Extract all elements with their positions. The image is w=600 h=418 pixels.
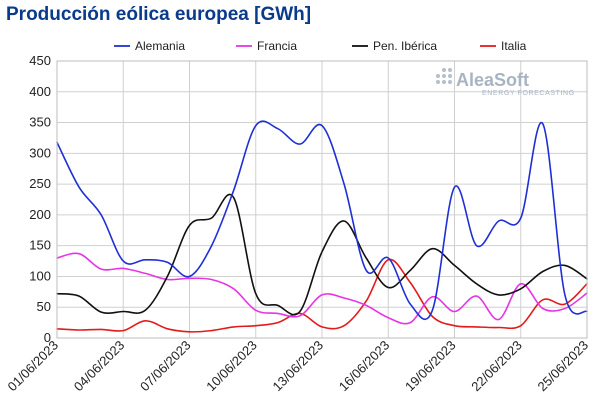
x-tick-label: 22/06/2023 bbox=[468, 338, 525, 395]
y-tick-label: 50 bbox=[37, 299, 51, 314]
series-line-alemania bbox=[56, 120, 588, 321]
x-tick-label: 19/06/2023 bbox=[402, 338, 459, 395]
legend-item-francia: Francia bbox=[236, 39, 297, 53]
logo-name: AleaSoft bbox=[456, 70, 529, 90]
chart-title: Producción eólica europea [GWh] bbox=[6, 4, 312, 25]
legend-label: Francia bbox=[257, 39, 297, 53]
x-tick-label: 04/06/2023 bbox=[71, 338, 128, 395]
axes: 0 50 100 150 200 250 300 350 400 450 01/06/2023 04/… bbox=[4, 53, 591, 394]
series-line-pen-ib-rica bbox=[56, 193, 588, 316]
x-tick-label: 07/06/2023 bbox=[137, 338, 194, 395]
y-tick-label: 300 bbox=[29, 145, 51, 160]
plot-area-border bbox=[56, 60, 588, 339]
x-tick-label: 13/06/2023 bbox=[269, 338, 326, 395]
y-tick-label: 0 bbox=[44, 330, 51, 345]
legend-label: Pen. Ibérica bbox=[373, 39, 437, 53]
series-line-francia bbox=[56, 252, 588, 325]
logo-tagline: ENERGY FORECASTING bbox=[482, 90, 575, 97]
y-tick-label: 400 bbox=[29, 84, 51, 99]
aleasoft-logo-icon bbox=[436, 68, 452, 84]
legend-item-pen-ib-rica: Pen. Ibérica bbox=[352, 39, 437, 53]
x-tick-label: 10/06/2023 bbox=[203, 338, 260, 395]
series-line-italia bbox=[56, 258, 588, 333]
y-tick-label: 200 bbox=[29, 207, 51, 222]
legend-item-italia: Italia bbox=[480, 39, 527, 53]
y-tick-label: 450 bbox=[29, 53, 51, 68]
legend-label: Alemania bbox=[135, 39, 185, 53]
legend: Alemania Francia Pen. Ibérica Italia bbox=[114, 39, 527, 53]
logo: AleaSoft ENERGY FORECASTING bbox=[436, 68, 575, 97]
series-lines bbox=[56, 120, 588, 333]
x-tick-label: 16/06/2023 bbox=[336, 338, 393, 395]
legend-item-alemania: Alemania bbox=[114, 39, 185, 53]
y-tick-label: 250 bbox=[29, 176, 51, 191]
legend-label: Italia bbox=[501, 39, 527, 53]
grid bbox=[56, 60, 588, 339]
y-tick-label: 100 bbox=[29, 268, 51, 283]
x-tick-label: 25/06/2023 bbox=[534, 338, 591, 395]
y-tick-label: 150 bbox=[29, 238, 51, 253]
y-tick-label: 350 bbox=[29, 115, 51, 130]
x-tick-label: 01/06/2023 bbox=[4, 338, 61, 395]
